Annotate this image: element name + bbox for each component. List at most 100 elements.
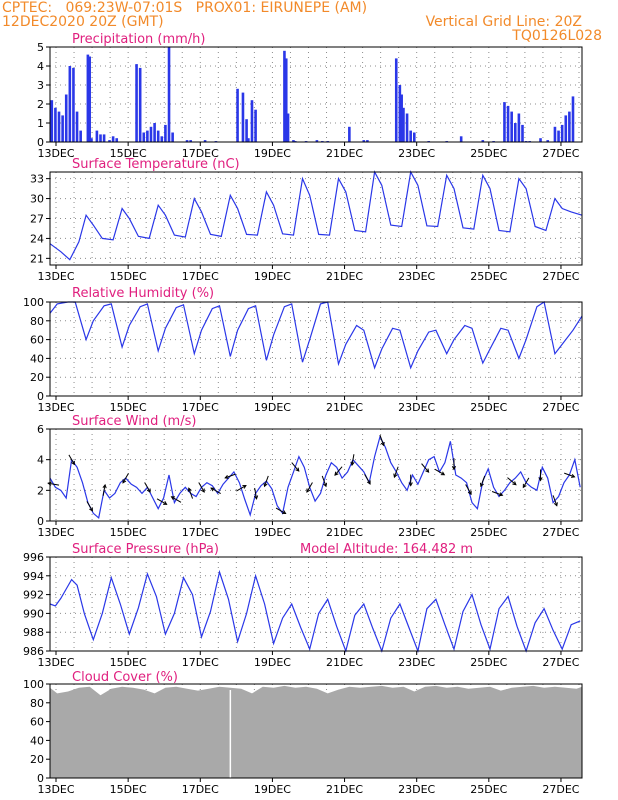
wind-arrow-shaft — [198, 482, 205, 493]
precip-bar — [506, 105, 510, 142]
wind-arrow — [421, 463, 430, 473]
wind-arrow-shaft — [434, 468, 445, 476]
y-tick-label: 24 — [30, 232, 44, 245]
wind-arrow-shaft — [275, 507, 286, 514]
wind-arrow-head — [47, 481, 52, 486]
precip-bar — [521, 124, 524, 142]
precip-bar — [72, 67, 75, 142]
precip-bar — [142, 132, 146, 142]
x-tick-label: 23DEC — [398, 656, 435, 669]
wind-arrows — [47, 434, 576, 515]
y-tick-label: 986 — [23, 645, 44, 658]
x-tick-label: 19DEC — [254, 526, 291, 539]
precip-bar — [546, 140, 550, 142]
y-tick-label: 30 — [30, 193, 44, 206]
precip-bar — [315, 140, 319, 142]
wind-arrow-shaft — [564, 472, 575, 478]
wind-arrow-head — [350, 461, 355, 467]
wind-arrow-head — [512, 481, 517, 486]
precip-bar — [283, 50, 286, 142]
precip-bar — [86, 54, 90, 142]
precip-bar — [539, 138, 542, 142]
series-line-pressure — [49, 569, 581, 654]
x-tick-label: 17DEC — [182, 783, 219, 796]
wind-arrow-shaft — [236, 485, 247, 492]
x-tick-label: 21DEC — [326, 270, 363, 283]
y-tick-label: 27 — [30, 213, 44, 226]
series-line-wind — [49, 435, 581, 520]
y-tick-label: 990 — [23, 607, 44, 620]
wind-arrow-shaft — [254, 487, 258, 499]
wind-arrow-shaft — [68, 454, 75, 465]
y-tick-label: 100 — [23, 296, 44, 309]
wind-arrow-head — [440, 471, 446, 476]
precip-bar — [481, 140, 485, 142]
wind-arrow-head — [498, 492, 504, 497]
header-grid-note: Vertical Grid Line: 20Z — [425, 14, 582, 30]
y-tick-label: 33 — [30, 173, 44, 186]
wind-arrow — [491, 491, 504, 497]
x-tick-label: 23DEC — [398, 783, 435, 796]
precip-bar — [362, 140, 366, 142]
precip-bar — [189, 140, 192, 142]
y-tick-label: 2 — [37, 98, 44, 111]
wind-arrow — [198, 482, 205, 493]
y-tick-label: 988 — [23, 626, 44, 639]
wind-arrow-shaft — [122, 473, 129, 484]
panel-title: Relative Humidity (%) — [72, 286, 214, 301]
precip-bar — [167, 47, 171, 142]
wind-arrow — [122, 473, 129, 484]
cloud-area — [50, 685, 582, 778]
panel-frame — [49, 556, 583, 652]
precip-bar — [568, 111, 571, 142]
wind-arrow-head — [200, 488, 205, 493]
wind-arrow-head — [393, 473, 398, 479]
wind-arrow — [156, 498, 168, 505]
wind-arrow — [291, 462, 300, 472]
x-tick-label: 15DEC — [110, 401, 147, 414]
panel-title: Precipitation (mm/h) — [72, 32, 205, 47]
wind-arrow — [564, 472, 576, 478]
wind-arrow — [210, 487, 221, 495]
precip-bar — [284, 58, 288, 142]
wind-arrow-head — [210, 487, 215, 492]
wind-arrow-shaft — [507, 477, 517, 486]
precip-bar — [517, 113, 521, 142]
wind-arrow-shaft — [552, 495, 558, 506]
wind-arrow-head — [163, 501, 168, 505]
wind-arrow-head — [571, 473, 576, 478]
y-tick-label: 3 — [37, 79, 44, 92]
x-tick-label: 15DEC — [110, 270, 147, 283]
wind-arrow — [224, 473, 236, 479]
wind-arrow-shaft — [491, 491, 503, 496]
wind-arrow-head — [334, 471, 339, 476]
wind-arrow-shaft — [306, 482, 313, 493]
x-tick-label: 27DEC — [542, 270, 579, 283]
x-tick-label: 17DEC — [182, 656, 219, 669]
precip-bar — [54, 107, 57, 142]
x-tick-label: 25DEC — [470, 526, 507, 539]
y-tick-label: 992 — [23, 589, 44, 602]
x-tick-label: 19DEC — [254, 147, 291, 160]
precip-bar — [398, 85, 402, 142]
y-tick-label: 60 — [30, 334, 44, 347]
wind-arrow — [507, 477, 517, 486]
wind-arrow-head — [538, 477, 543, 482]
x-tick-label: 27DEC — [542, 783, 579, 796]
x-tick-label: 21DEC — [326, 783, 363, 796]
y-tick-label: 60 — [30, 716, 44, 729]
x-tick-label: 15DEC — [110, 783, 147, 796]
y-tick-label: 40 — [30, 734, 44, 747]
precip-bar — [405, 113, 409, 142]
panel-title: Surface Pressure (hPa) — [72, 542, 219, 557]
x-tick-label: 13DEC — [37, 656, 74, 669]
precip-bar — [245, 119, 248, 142]
precip-bar — [203, 140, 207, 142]
precip-bar — [68, 66, 72, 142]
precip-bar — [108, 140, 111, 142]
x-tick-label: 23DEC — [398, 147, 435, 160]
y-tick-label: 996 — [23, 551, 44, 564]
wind-arrow-head — [224, 474, 229, 479]
wind-arrow-head — [451, 465, 457, 471]
precip-bar — [503, 102, 506, 142]
